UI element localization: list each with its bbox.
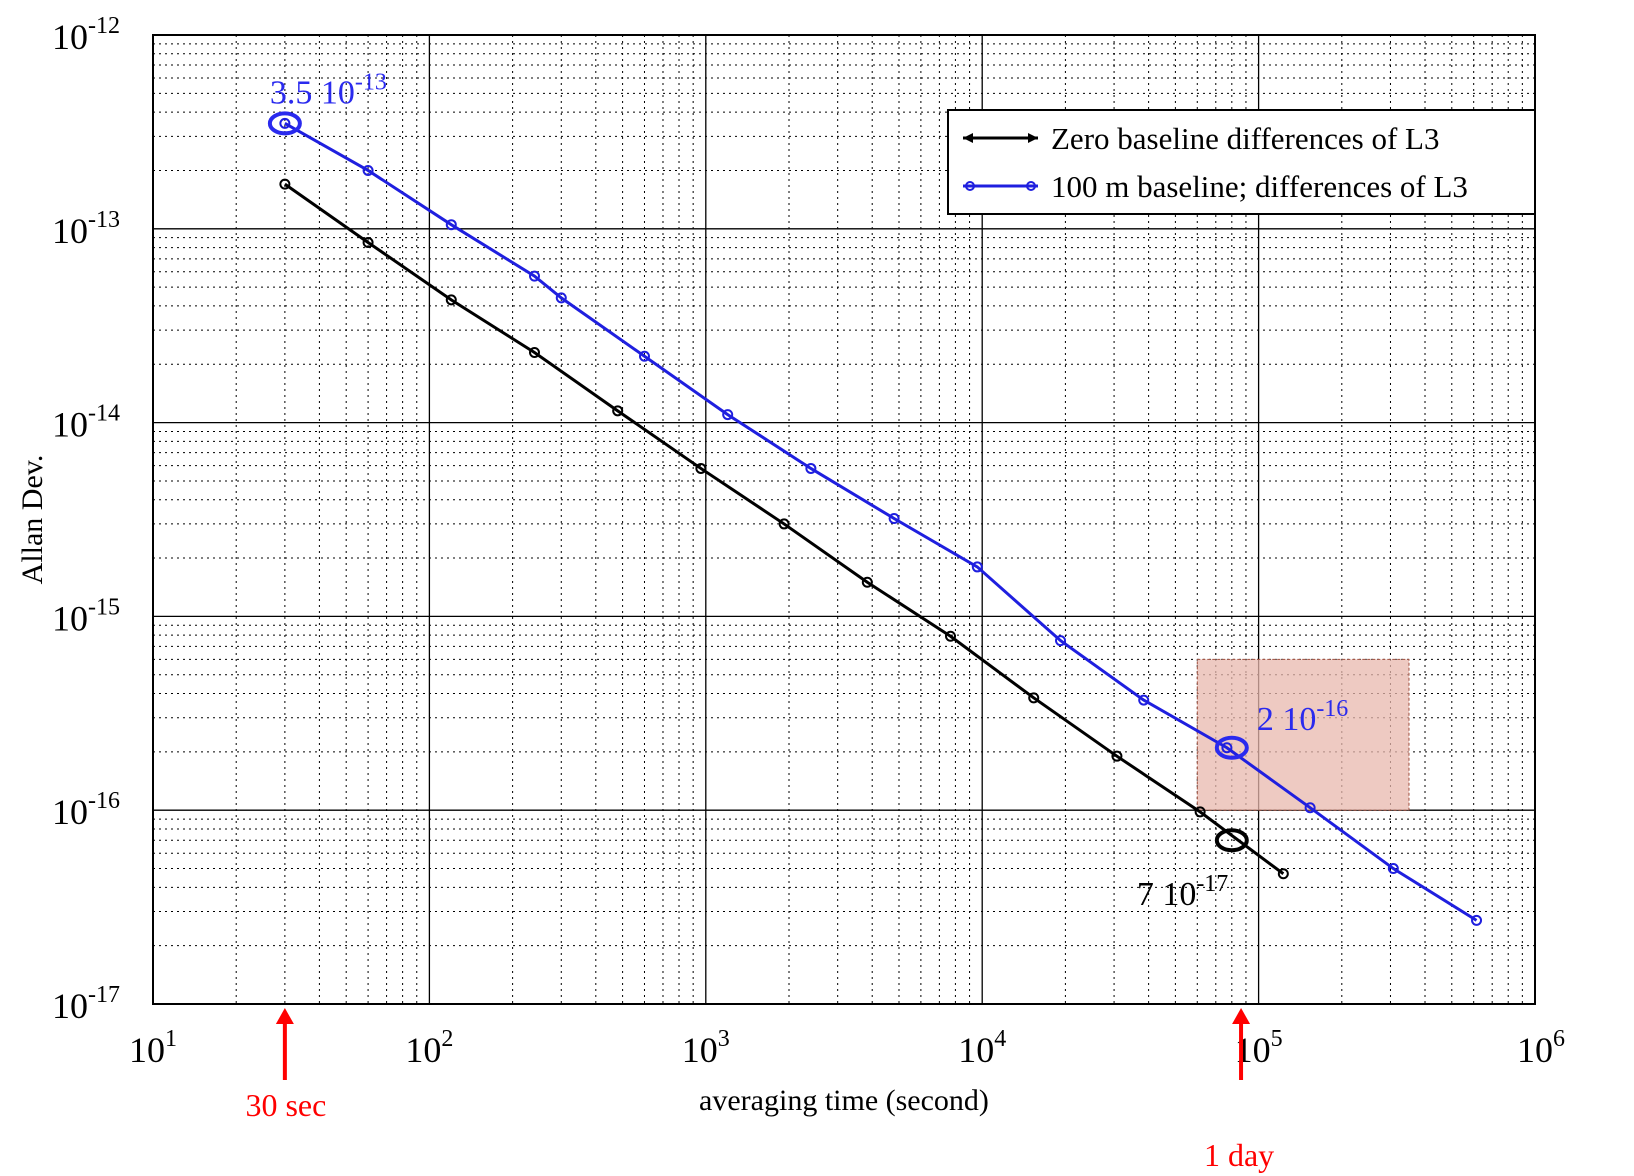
y-tick-label: 10-16 xyxy=(52,788,120,832)
annotation-label-base: 3.5 10 xyxy=(270,74,355,111)
axis-ticks: 101 102 103 104 105 10610-1210-1310-1410-1510… xyxy=(52,13,1565,1070)
annotation-circle xyxy=(1214,828,1249,853)
series-1-point xyxy=(695,462,707,474)
y-tick-label-exponent: -16 xyxy=(88,788,120,814)
annotation-label-exponent: -17 xyxy=(1196,871,1228,897)
series-2-point xyxy=(362,164,374,176)
y-tick-label-exponent: -17 xyxy=(88,982,120,1008)
annotations: 3.5 10-13 2 10-16 7 10-17 xyxy=(267,69,1349,913)
annotation-label-base: 2 10 xyxy=(1257,701,1317,738)
y-tick-label-base: 10 xyxy=(52,17,88,57)
legend-entry-label: Zero baseline differences of L3 xyxy=(1051,121,1439,156)
y-tick-label-base: 10 xyxy=(52,598,88,638)
y-tick-label-exponent: -13 xyxy=(88,207,120,233)
legend-swatch-marker xyxy=(965,181,975,191)
plot-frame xyxy=(152,34,1536,1005)
series-2-point xyxy=(638,350,650,362)
series-1-point xyxy=(445,294,457,306)
y-axis-label: Allan Dev. xyxy=(16,455,49,585)
annotation-label-base: 7 10 xyxy=(1137,876,1197,913)
series-2-point xyxy=(555,292,567,304)
annotation-label: 3.5 10-13 xyxy=(270,69,387,111)
series-2-point xyxy=(1221,742,1233,754)
y-tick-label: 10-12 xyxy=(52,13,120,57)
marker-label: 1 day xyxy=(1204,1137,1274,1173)
series-2-point xyxy=(1138,694,1150,706)
legend-swatch-arrow-right xyxy=(1028,133,1038,143)
series-1-point xyxy=(612,405,624,417)
time-markers: 30 sec 1 day xyxy=(245,1008,1274,1173)
y-tick-label: 10-17 xyxy=(52,982,120,1026)
x-tick-label-base: 10 xyxy=(405,1030,441,1070)
x-tick-label: 102 xyxy=(405,1026,453,1070)
series-1-point xyxy=(861,576,873,588)
y-tick-label-exponent: -14 xyxy=(88,401,120,427)
series-1-point xyxy=(1111,750,1123,762)
y-tick-label-base: 10 xyxy=(52,211,88,251)
y-tick-label: 10-14 xyxy=(52,401,120,445)
series-1-point xyxy=(945,630,957,642)
annotation-circle xyxy=(267,111,302,136)
series-2-point xyxy=(805,462,817,474)
series-2-point xyxy=(445,219,457,231)
series-1-point xyxy=(1277,868,1289,880)
x-tick-label-exponent: 5 xyxy=(1271,1026,1283,1052)
series-2-point xyxy=(888,513,900,525)
legend-box xyxy=(947,109,1536,215)
series-1-point xyxy=(1194,806,1206,818)
x-tick-label-base: 10 xyxy=(682,1030,718,1070)
series-1-point xyxy=(778,518,790,530)
series-2-point xyxy=(1471,914,1483,926)
x-tick-label-base: 10 xyxy=(129,1030,165,1070)
minor-grid xyxy=(153,35,1535,1004)
series-2-point xyxy=(722,409,734,421)
x-tick-label: 106 xyxy=(1517,1026,1565,1070)
legend-swatch-arrow-left xyxy=(963,133,973,143)
series-1-point xyxy=(279,178,291,190)
x-tick-label-base: 10 xyxy=(958,1030,994,1070)
series-1-point xyxy=(362,236,374,248)
series-2-point xyxy=(528,270,540,282)
annotation-label-exponent: -13 xyxy=(355,69,387,95)
series-2-point xyxy=(1055,635,1067,647)
series-1-point xyxy=(1028,692,1040,704)
x-axis-label: averaging time (second) xyxy=(699,1084,989,1117)
x-tick-label: 101 xyxy=(129,1026,177,1070)
series-layer xyxy=(279,117,1483,926)
series-line-1 xyxy=(284,182,1285,875)
x-tick-label: 104 xyxy=(958,1026,1006,1070)
x-tick-label-exponent: 6 xyxy=(1553,1026,1565,1052)
annotation-label: 7 10-17 xyxy=(1137,871,1229,913)
legend: Zero baseline differences of L3 100 m bas… xyxy=(947,109,1536,215)
x-tick-label-base: 10 xyxy=(1517,1030,1553,1070)
y-tick-label: 10-15 xyxy=(52,594,120,638)
y-tick-label-exponent: -15 xyxy=(88,594,120,620)
y-tick-label-base: 10 xyxy=(52,986,88,1026)
legend-swatch-marker xyxy=(1026,181,1036,191)
series-2-point xyxy=(1387,863,1399,875)
series-2-point xyxy=(971,561,983,573)
annotation-label-exponent: -16 xyxy=(1316,696,1348,722)
y-tick-label-base: 10 xyxy=(52,792,88,832)
x-tick-label-exponent: 2 xyxy=(441,1026,453,1052)
series-1-point xyxy=(528,346,540,358)
x-tick-label-exponent: 3 xyxy=(718,1026,730,1052)
marker-label: 30 sec xyxy=(245,1087,326,1123)
series-2-point xyxy=(279,117,291,129)
legend-entry-label: 100 m baseline; differences of L3 xyxy=(1051,169,1468,204)
annotation-circle xyxy=(1214,735,1249,760)
y-tick-label: 10-13 xyxy=(52,207,120,251)
series-line-2 xyxy=(284,122,1478,922)
y-tick-label-base: 10 xyxy=(52,405,88,445)
marker-arrow-head xyxy=(1232,1008,1251,1024)
annotation-label: 2 10-16 xyxy=(1257,696,1349,738)
x-tick-label-exponent: 1 xyxy=(165,1026,177,1052)
y-tick-label-exponent: -12 xyxy=(88,13,120,39)
x-tick-label-exponent: 4 xyxy=(994,1026,1006,1052)
series-2-point xyxy=(1304,802,1316,814)
highlight-region xyxy=(1196,658,1410,811)
x-tick-label: 103 xyxy=(682,1026,730,1070)
marker-arrow-head xyxy=(275,1008,294,1024)
